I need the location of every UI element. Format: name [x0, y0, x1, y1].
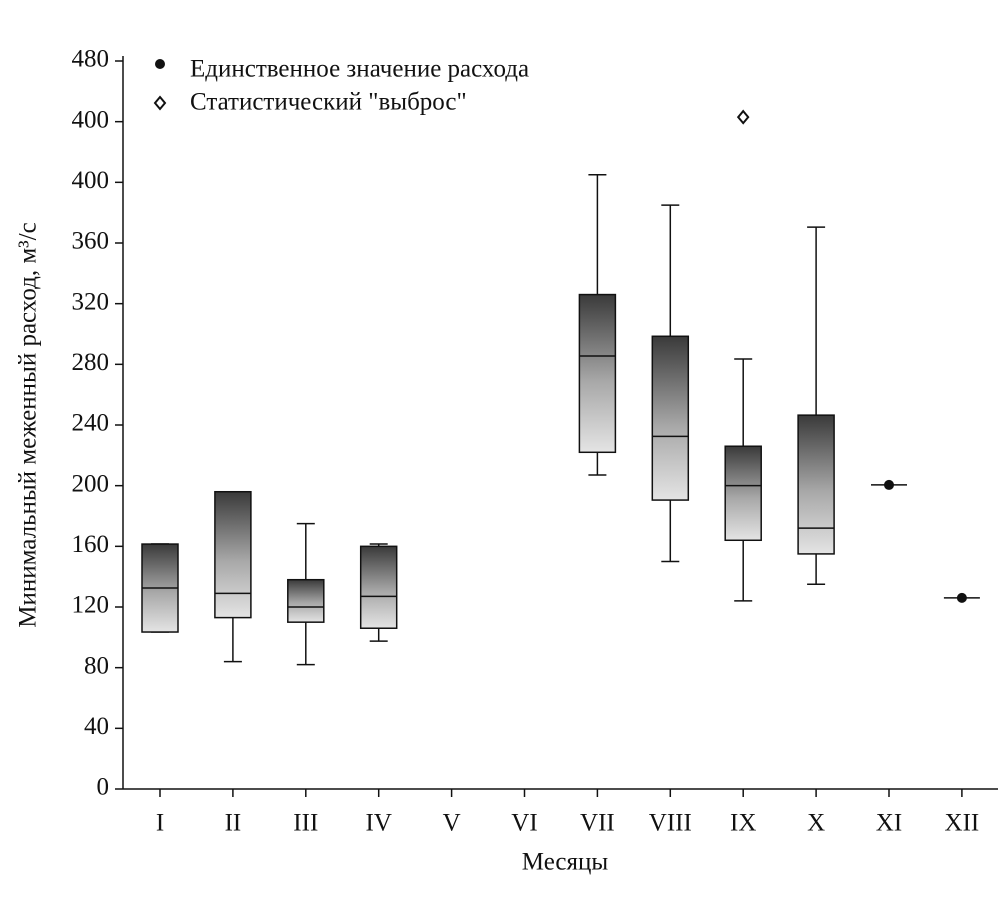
- legend-label: Единственное значение расхода: [190, 56, 529, 83]
- x-tick-label: VI: [511, 810, 537, 837]
- y-tick-label: 120: [72, 592, 110, 619]
- x-tick-label: X: [807, 810, 825, 837]
- box: [578, 293, 617, 454]
- y-tick-label: 400: [72, 106, 110, 133]
- y-tick-label: 280: [72, 349, 110, 376]
- single-point: [956, 592, 967, 603]
- box: [797, 414, 835, 555]
- x-tick-label: V: [443, 810, 461, 837]
- y-axis-label: Минимальный меженный расход, м³/с: [15, 222, 42, 627]
- x-tick-label: VII: [580, 810, 615, 837]
- y-tick-label: 80: [84, 652, 109, 679]
- x-tick-label: III: [293, 810, 318, 837]
- y-tick-label: 360: [72, 228, 110, 255]
- y-tick-label: 200: [72, 470, 110, 497]
- box: [724, 445, 762, 542]
- legend-marker: [155, 59, 165, 69]
- x-tick-label: IX: [730, 810, 756, 837]
- y-tick-label: 240: [72, 410, 110, 437]
- x-axis-label: Месяцы: [522, 849, 609, 876]
- y-tick-label: 480: [72, 46, 110, 73]
- y-tick-label: 400: [72, 167, 110, 194]
- y-tick-label: 0: [97, 774, 110, 801]
- outlier: [736, 109, 750, 125]
- box: [287, 578, 325, 623]
- x-tick-label: VIII: [649, 810, 692, 837]
- x-tick-label: XI: [876, 810, 902, 837]
- x-tick-label: IV: [366, 810, 392, 837]
- legend-label: Статистический "выброс": [190, 89, 467, 116]
- box: [214, 490, 252, 619]
- box: [651, 335, 690, 501]
- y-tick-label: 40: [84, 713, 109, 740]
- x-tick-label: II: [225, 810, 242, 837]
- y-tick-label: 320: [72, 288, 110, 315]
- legend-marker: [153, 95, 167, 111]
- y-tick-label: 160: [72, 531, 110, 558]
- box: [359, 545, 398, 629]
- x-tick-label: I: [156, 810, 164, 837]
- x-tick-label: XII: [945, 810, 980, 837]
- single-point: [884, 479, 894, 490]
